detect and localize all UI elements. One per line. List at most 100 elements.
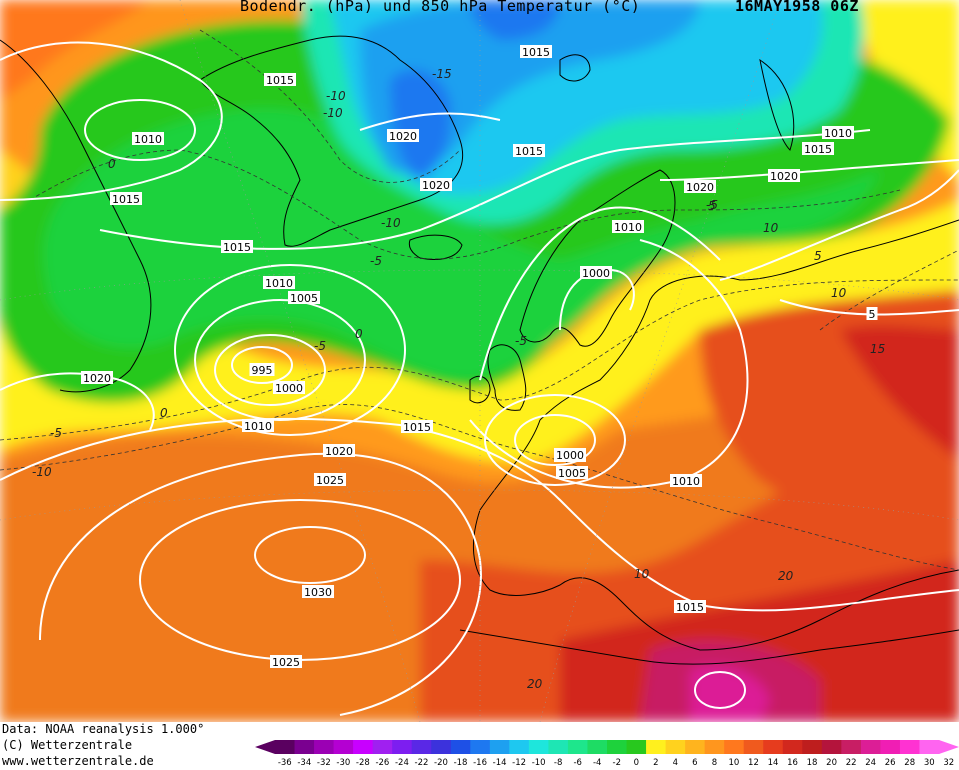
legend-swatch	[567, 740, 588, 754]
svg-text:1020: 1020	[422, 179, 450, 192]
legend-tick-label: 12	[748, 758, 759, 768]
isotherm-label: 5	[814, 249, 822, 263]
isobar-label: 1020	[420, 178, 452, 192]
greenland-coast	[199, 35, 464, 247]
map-title: Bodendr. (hPa) und 850 hPa Temperatur (°…	[240, 0, 641, 15]
svg-text:1015: 1015	[112, 193, 140, 206]
legend-tick-label: -24	[395, 758, 409, 768]
legend-swatch	[450, 740, 471, 754]
legend-tick-label: -32	[317, 758, 331, 768]
isotherm-label: 10	[763, 221, 779, 235]
credit-website: www.wetterzentrale.de	[2, 754, 154, 768]
svg-text:5: 5	[869, 308, 876, 321]
svg-text:1020: 1020	[389, 130, 417, 143]
isobar-label: 5	[866, 307, 878, 321]
legend-arrow-low	[255, 740, 275, 754]
legend-swatch	[685, 740, 706, 754]
isobar-1015-south	[0, 417, 959, 612]
legend-swatch	[294, 740, 315, 754]
legend-swatch	[763, 740, 784, 754]
svg-text:1000: 1000	[275, 382, 303, 395]
isobar-label: 1010	[263, 276, 295, 290]
iceland-coast	[408, 234, 463, 260]
legend-tick-label: 0	[634, 758, 639, 768]
isotherms	[0, 29, 959, 571]
legend-tick-label: 20	[826, 758, 837, 768]
isobar-label: 1005	[556, 466, 588, 480]
credit-data-source: Data: NOAA reanalysis 1.000°	[2, 722, 205, 736]
legend-swatch	[704, 740, 725, 754]
legend-swatch	[665, 740, 686, 754]
svg-text:1020: 1020	[686, 181, 714, 194]
svg-text:1025: 1025	[272, 656, 300, 669]
credit-copyright: (C) Wetterzentrale	[2, 738, 133, 752]
isotherm-label: 10	[634, 567, 650, 581]
svg-text:1030: 1030	[304, 586, 332, 599]
svg-text:1020: 1020	[83, 372, 111, 385]
legend-tick-label: 28	[904, 758, 915, 768]
legend-swatch	[607, 740, 628, 754]
isobar-label: 1000	[580, 266, 612, 280]
isobar-label: 1010	[822, 126, 854, 140]
legend-tick-label: -22	[415, 758, 429, 768]
legend-swatch	[509, 740, 530, 754]
isobar-label: 1015	[513, 144, 545, 158]
isotherm-label: -10	[326, 89, 346, 103]
legend-swatch	[587, 740, 608, 754]
legend-tick-label: -12	[512, 758, 526, 768]
legend-swatch	[646, 740, 667, 754]
isobar-label: 1015	[401, 420, 433, 434]
svg-text:1010: 1010	[134, 133, 162, 146]
isobar-label: 1015	[674, 600, 706, 614]
isobar-1020-south	[39, 452, 482, 716]
isotherm-label: 20	[527, 677, 543, 691]
svg-text:1015: 1015	[403, 421, 431, 434]
isobar-1005-uk	[484, 394, 626, 486]
isobar-1010-canada	[84, 99, 196, 161]
legend-swatch	[724, 740, 745, 754]
coastlines	[0, 35, 959, 665]
svg-text:995: 995	[252, 364, 273, 377]
isotherm-label: 0	[108, 157, 116, 171]
legend-swatch	[821, 740, 842, 754]
legend-swatch	[353, 740, 374, 754]
isobar-1015-east	[719, 169, 959, 281]
isobar-label: 1010	[132, 132, 164, 146]
legend-tick-label: -28	[356, 758, 370, 768]
novaya-zemlya-coast	[759, 58, 795, 151]
isotherm-label: -5	[50, 426, 62, 440]
isobar-1000-uk	[514, 414, 596, 466]
legend-tick-label: -14	[493, 758, 507, 768]
legend-tick-label: 8	[712, 758, 717, 768]
isobar-label: 1015	[802, 142, 834, 156]
isobar-label: 1020	[81, 371, 113, 385]
svg-text:1015: 1015	[223, 241, 251, 254]
isotherm-label: -5	[370, 254, 382, 268]
isobar-label: 1015	[520, 45, 552, 59]
isotherm-label: 15	[870, 342, 885, 356]
isobar-label: 1025	[314, 473, 346, 487]
graticule	[0, 0, 959, 722]
isobar-1010-europe	[469, 239, 749, 489]
isobar-label: 1010	[612, 220, 644, 234]
isobar-1020-north	[359, 112, 501, 131]
legend-swatch	[528, 740, 549, 754]
legend-tick-label: -8	[554, 758, 562, 768]
legend-swatch	[919, 740, 940, 754]
isobar-1030	[254, 526, 366, 584]
legend-tick-label: 16	[787, 758, 798, 768]
temperature-field	[0, 0, 959, 722]
svg-text:1010: 1010	[824, 127, 852, 140]
svg-text:1010: 1010	[614, 221, 642, 234]
svg-text:1015: 1015	[804, 143, 832, 156]
isobar-label: 1010	[242, 419, 274, 433]
legend-tick-label: 14	[768, 758, 779, 768]
scandinavia-coast	[519, 169, 676, 347]
north-africa-coast	[459, 629, 959, 665]
svg-text:1020: 1020	[770, 170, 798, 183]
legend-tick-label: 22	[846, 758, 857, 768]
isobar-1015-arctic	[0, 41, 223, 201]
legend-swatch	[392, 740, 413, 754]
svg-text:1020: 1020	[325, 445, 353, 458]
